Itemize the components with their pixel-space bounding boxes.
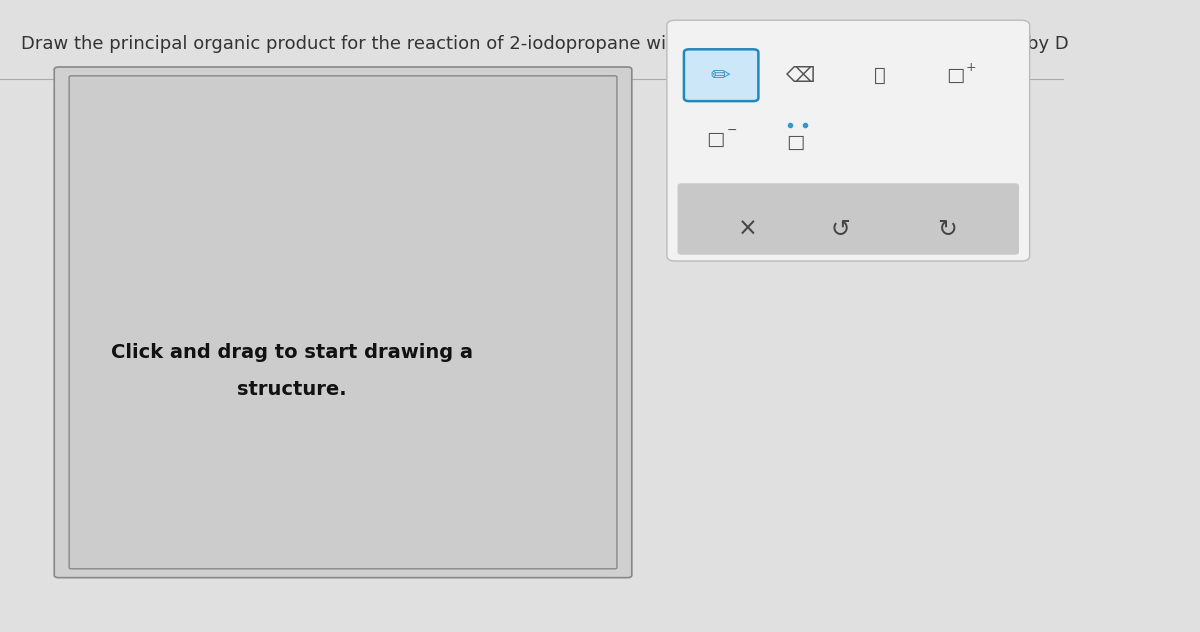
Text: ↺: ↺ (830, 217, 850, 241)
Text: O and DCl.: O and DCl. (678, 35, 774, 52)
FancyBboxPatch shape (54, 67, 632, 578)
FancyBboxPatch shape (678, 183, 1019, 255)
Text: □: □ (786, 133, 805, 152)
Text: □: □ (707, 130, 725, 149)
FancyBboxPatch shape (70, 76, 617, 569)
Text: +: + (966, 61, 977, 74)
Text: ⌫: ⌫ (785, 66, 815, 86)
Text: 2: 2 (670, 42, 679, 56)
Text: Click and drag to start drawing a: Click and drag to start drawing a (110, 343, 473, 362)
Text: structure.: structure. (236, 380, 347, 399)
FancyBboxPatch shape (667, 20, 1030, 261)
FancyBboxPatch shape (684, 49, 758, 101)
Text: □: □ (946, 66, 965, 85)
Text: ↻: ↻ (937, 217, 956, 241)
Text: ✋: ✋ (874, 66, 886, 85)
Text: ✏: ✏ (710, 64, 730, 88)
Text: ×: × (738, 217, 757, 241)
Text: Draw the principal organic product for the reaction of 2-iodopropane with magnes: Draw the principal organic product for t… (22, 35, 1069, 52)
Text: −: − (726, 125, 737, 137)
